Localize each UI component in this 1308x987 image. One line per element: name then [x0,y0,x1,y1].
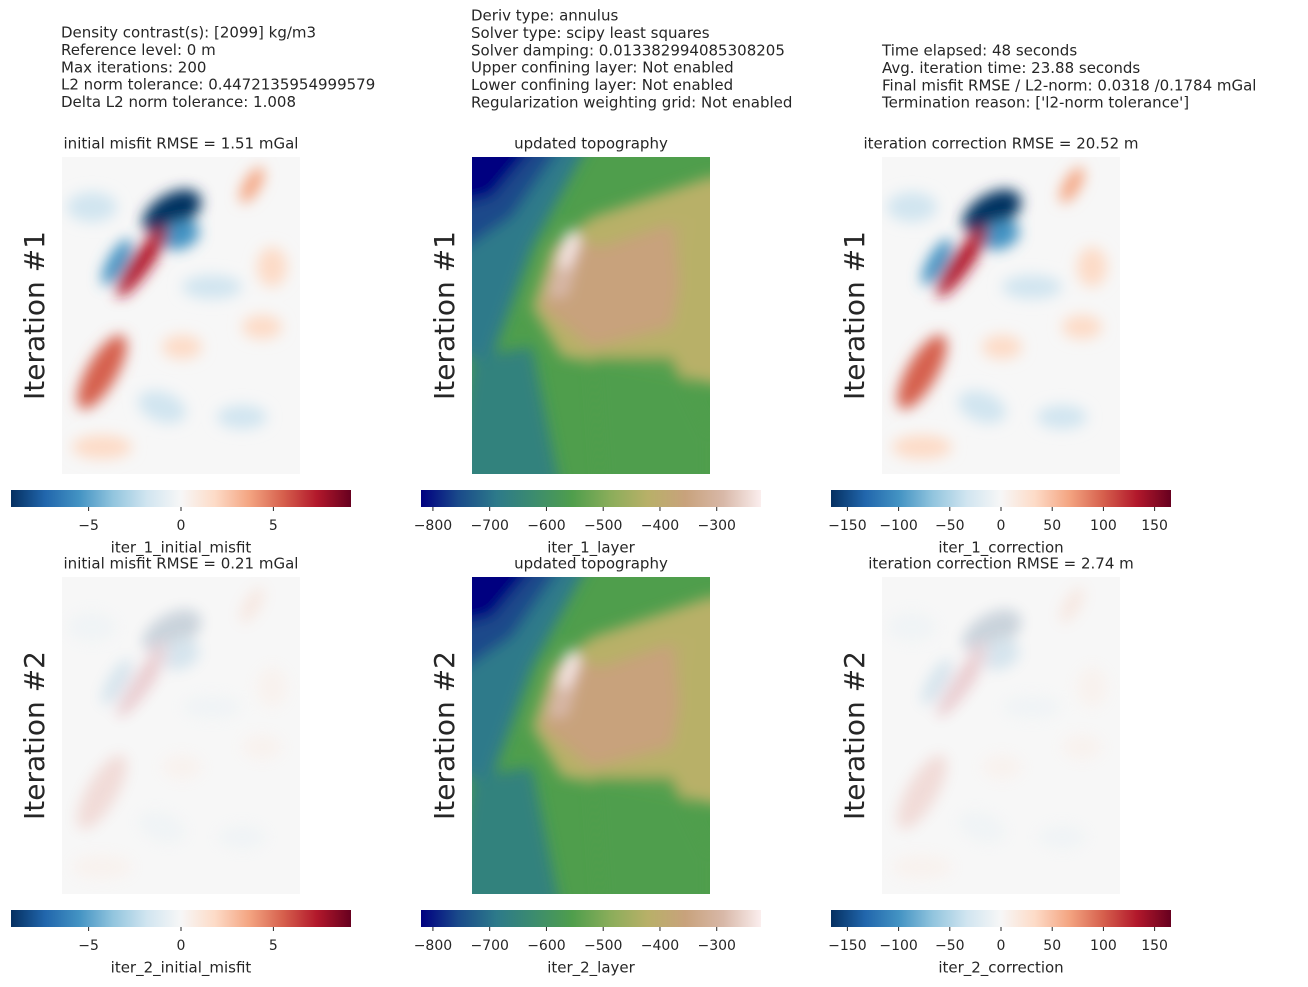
x-tick-label: −50 [935,518,965,534]
colorbar [831,910,1171,927]
heatmap-image [472,157,710,474]
colorbar-label: iter_1_layer [547,539,635,558]
panel-title: updated topography [514,135,668,153]
x-tick-label: −400 [641,938,679,954]
heatmap-image [472,577,710,894]
info-text: Final misfit RMSE / L2-norm: 0.0318 /0.1… [882,76,1256,94]
x-tick-label: 100 [1090,938,1117,954]
colorbar [421,910,761,927]
x-tick-label: −5 [78,938,99,954]
y-axis-label: Iteration #2 [428,651,461,820]
x-tick-label: −100 [879,518,917,534]
x-tick-label: −700 [470,518,508,534]
x-tick-label: −600 [527,518,565,534]
colorbar-label: iter_2_correction [938,959,1063,978]
x-tick-label: 0 [997,518,1006,534]
x-tick-label: −300 [697,518,735,534]
y-axis-label: Iteration #1 [18,231,51,400]
colorbar [11,490,351,507]
info-text: Solver type: scipy least squares [471,24,710,42]
info-text: Termination reason: ['l2-norm tolerance'… [881,94,1189,112]
info-text: Density contrast(s): [2099] kg/m3 [61,24,316,42]
info-text: Avg. iteration time: 23.88 seconds [882,59,1140,77]
x-tick-label: −150 [828,518,866,534]
colorbar [11,910,351,927]
x-tick-label: −500 [584,518,622,534]
heatmap-image [882,577,1120,894]
x-tick-label: 50 [1043,518,1061,534]
x-tick-label: −800 [414,938,452,954]
x-tick-label: 50 [1043,938,1061,954]
panel-title: initial misfit RMSE = 1.51 mGal [64,135,299,153]
colorbar-label: iter_1_initial_misfit [111,539,252,558]
y-axis-label: Iteration #2 [18,651,51,820]
x-tick-label: −600 [527,938,565,954]
x-tick-label: 0 [177,938,186,954]
panel-title: iteration correction RMSE = 2.74 m [868,555,1134,573]
x-tick-label: 150 [1141,518,1168,534]
x-tick-label: −100 [879,938,917,954]
colorbar [421,490,761,507]
heatmap-image [62,157,300,474]
info-text: Deriv type: annulus [471,7,618,25]
y-axis-label: Iteration #1 [838,231,871,400]
info-text: L2 norm tolerance: 0.4472135954999579 [61,76,375,94]
x-tick-label: −700 [470,938,508,954]
info-text: Reference level: 0 m [61,41,216,59]
colorbar [831,490,1171,507]
x-tick-label: 100 [1090,518,1117,534]
x-tick-label: 0 [177,518,186,534]
info-text: Lower confining layer: Not enabled [471,76,733,94]
panel-title: iteration correction RMSE = 20.52 m [863,135,1138,153]
x-tick-label: 0 [997,938,1006,954]
x-tick-label: 150 [1141,938,1168,954]
panel-title: initial misfit RMSE = 0.21 mGal [64,555,299,573]
x-tick-label: −300 [697,938,735,954]
info-text: Regularization weighting grid: Not enabl… [471,94,792,112]
x-tick-label: −150 [828,938,866,954]
info-text: Time elapsed: 48 seconds [881,42,1077,60]
colorbar-label: iter_2_initial_misfit [111,959,252,978]
colorbar-label: iter_1_correction [938,539,1063,558]
x-tick-label: −800 [414,518,452,534]
info-text: Solver damping: 0.013382994085308205 [471,41,785,59]
info-text: Delta L2 norm tolerance: 1.008 [61,93,296,111]
heatmap-image [62,577,300,894]
colorbar-label: iter_2_layer [547,959,635,978]
x-tick-label: −5 [78,518,99,534]
heatmap-image [882,157,1120,474]
x-tick-label: −400 [641,518,679,534]
y-axis-label: Iteration #1 [428,231,461,400]
x-tick-label: 5 [269,518,278,534]
info-text: Max iterations: 200 [61,58,206,76]
panel-title: updated topography [514,555,668,573]
y-axis-label: Iteration #2 [838,651,871,820]
x-tick-label: 5 [269,938,278,954]
info-text: Upper confining layer: Not enabled [471,59,734,77]
x-tick-label: −500 [584,938,622,954]
x-tick-label: −50 [935,938,965,954]
